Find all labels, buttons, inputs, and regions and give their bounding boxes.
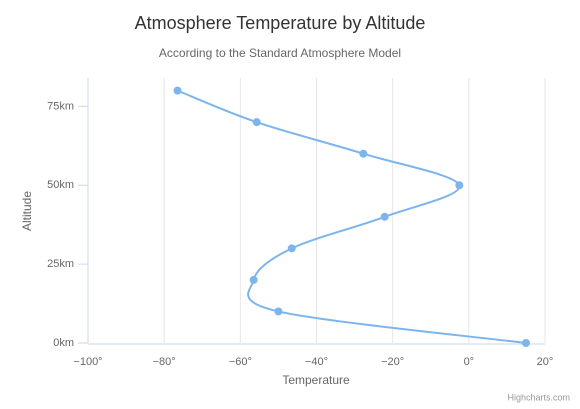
- y-tick-label: −20°: [381, 356, 404, 368]
- series-line: [177, 89, 527, 344]
- marker: [249, 275, 258, 284]
- x-tick-label: 0km: [53, 337, 74, 349]
- marker: [521, 339, 530, 347]
- x-tick-label: 75km: [47, 100, 74, 112]
- marker: [455, 181, 464, 190]
- y-tick-label: 0°: [464, 356, 475, 368]
- marker: [380, 212, 389, 221]
- y-tick-label: −80°: [153, 356, 176, 368]
- chart-subtitle: According to the Standard Atmosphere Mod…: [159, 46, 401, 60]
- chart-title: Atmosphere Temperature by Altitude: [135, 13, 426, 33]
- y-tick-label: 20°: [537, 356, 554, 368]
- x-tick-label: 25km: [47, 258, 74, 270]
- marker: [173, 86, 182, 95]
- x-tick-label: 50km: [47, 179, 74, 191]
- marker: [359, 149, 368, 158]
- y-axis-title: Temperature: [282, 373, 350, 387]
- marker: [274, 307, 283, 316]
- marker: [252, 118, 261, 127]
- y-tick-label: −40°: [305, 356, 328, 368]
- y-tick-label: −100°: [73, 356, 102, 368]
- credits[interactable]: Highcharts.com: [507, 392, 570, 402]
- y-tick-label: −60°: [229, 356, 252, 368]
- x-axis-title: Altitude: [20, 191, 34, 231]
- marker: [287, 244, 296, 253]
